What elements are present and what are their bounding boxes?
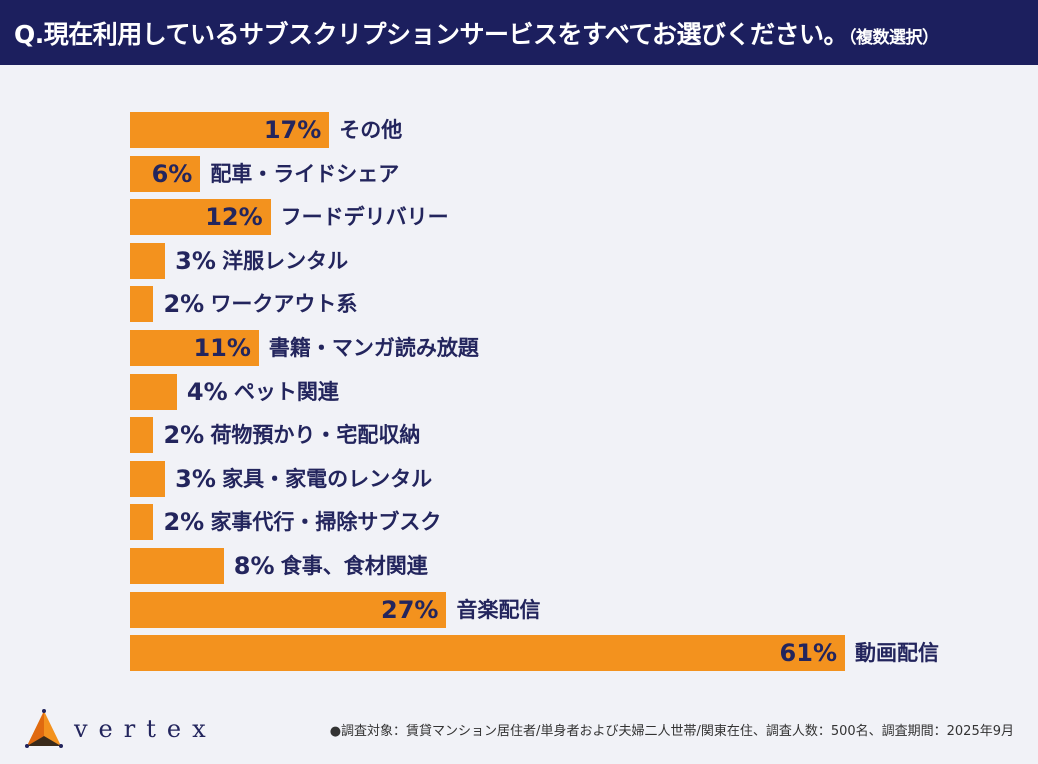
category-label: ワークアウト系 [210, 292, 358, 317]
value-label: 8% [233, 552, 275, 580]
question-header: Q.現在利用しているサブスクリプションサービスをすべてお選びください。（複数選択… [0, 0, 1038, 65]
category-label: 動画配信 [855, 641, 939, 666]
bar [130, 460, 166, 497]
bar [130, 155, 201, 192]
bar [130, 417, 154, 454]
category-label: 配車・ライドシェア [210, 161, 400, 186]
bar [130, 199, 271, 236]
value-label: 2% [163, 421, 205, 450]
category-label: 洋服レンタル [222, 248, 349, 273]
bar [130, 242, 166, 279]
bar [130, 112, 330, 148]
category-label: ペット関連 [233, 379, 339, 404]
value-label: 61% [779, 639, 837, 668]
survey-footnote: ●調査対象：賃貸マンション居住者/単身者および夫婦二人世帯/関東在住、調査人数：… [329, 724, 1014, 739]
value-label: 2% [163, 290, 205, 319]
category-label: 荷物預かり・宅配収納 [210, 423, 421, 448]
bar [130, 373, 177, 410]
category-label: 家具・家電のレンタル [222, 466, 433, 491]
bar [130, 591, 447, 628]
value-label: 6% [151, 159, 193, 188]
value-label: 2% [163, 508, 205, 537]
vertex-logo: vertex [24, 708, 217, 750]
category-label: フードデリバリー [280, 205, 449, 230]
category-label: 書籍・マンガ読み放題 [268, 336, 479, 360]
bar [130, 330, 259, 366]
question-note: （複数選択） [848, 27, 939, 48]
bar [130, 504, 154, 541]
triangle-logo-icon [25, 709, 63, 748]
value-label: 17% [263, 116, 322, 144]
chart-title: Q.現在利用しているサブスクリプションサービスをすべてお選びください。（複数選択… [0, 15, 939, 51]
logo-text: vertex [74, 715, 217, 743]
value-label: 3% [175, 464, 216, 493]
bar [130, 635, 845, 672]
category-label: 音楽配信 [456, 597, 541, 622]
question-text: Q.現在利用しているサブスクリプションサービスをすべてお選びください。 [14, 19, 849, 49]
bar [130, 548, 224, 584]
value-label: 27% [381, 595, 439, 624]
bar [130, 286, 154, 323]
value-label: 11% [193, 334, 251, 362]
value-label: 12% [205, 203, 263, 232]
value-label: 3% [175, 246, 216, 275]
category-label: 家事代行・掃除サブスク [210, 510, 442, 535]
value-label: 4% [186, 377, 228, 406]
category-label: その他 [339, 118, 403, 142]
category-label: 食事、食材関連 [280, 554, 428, 578]
